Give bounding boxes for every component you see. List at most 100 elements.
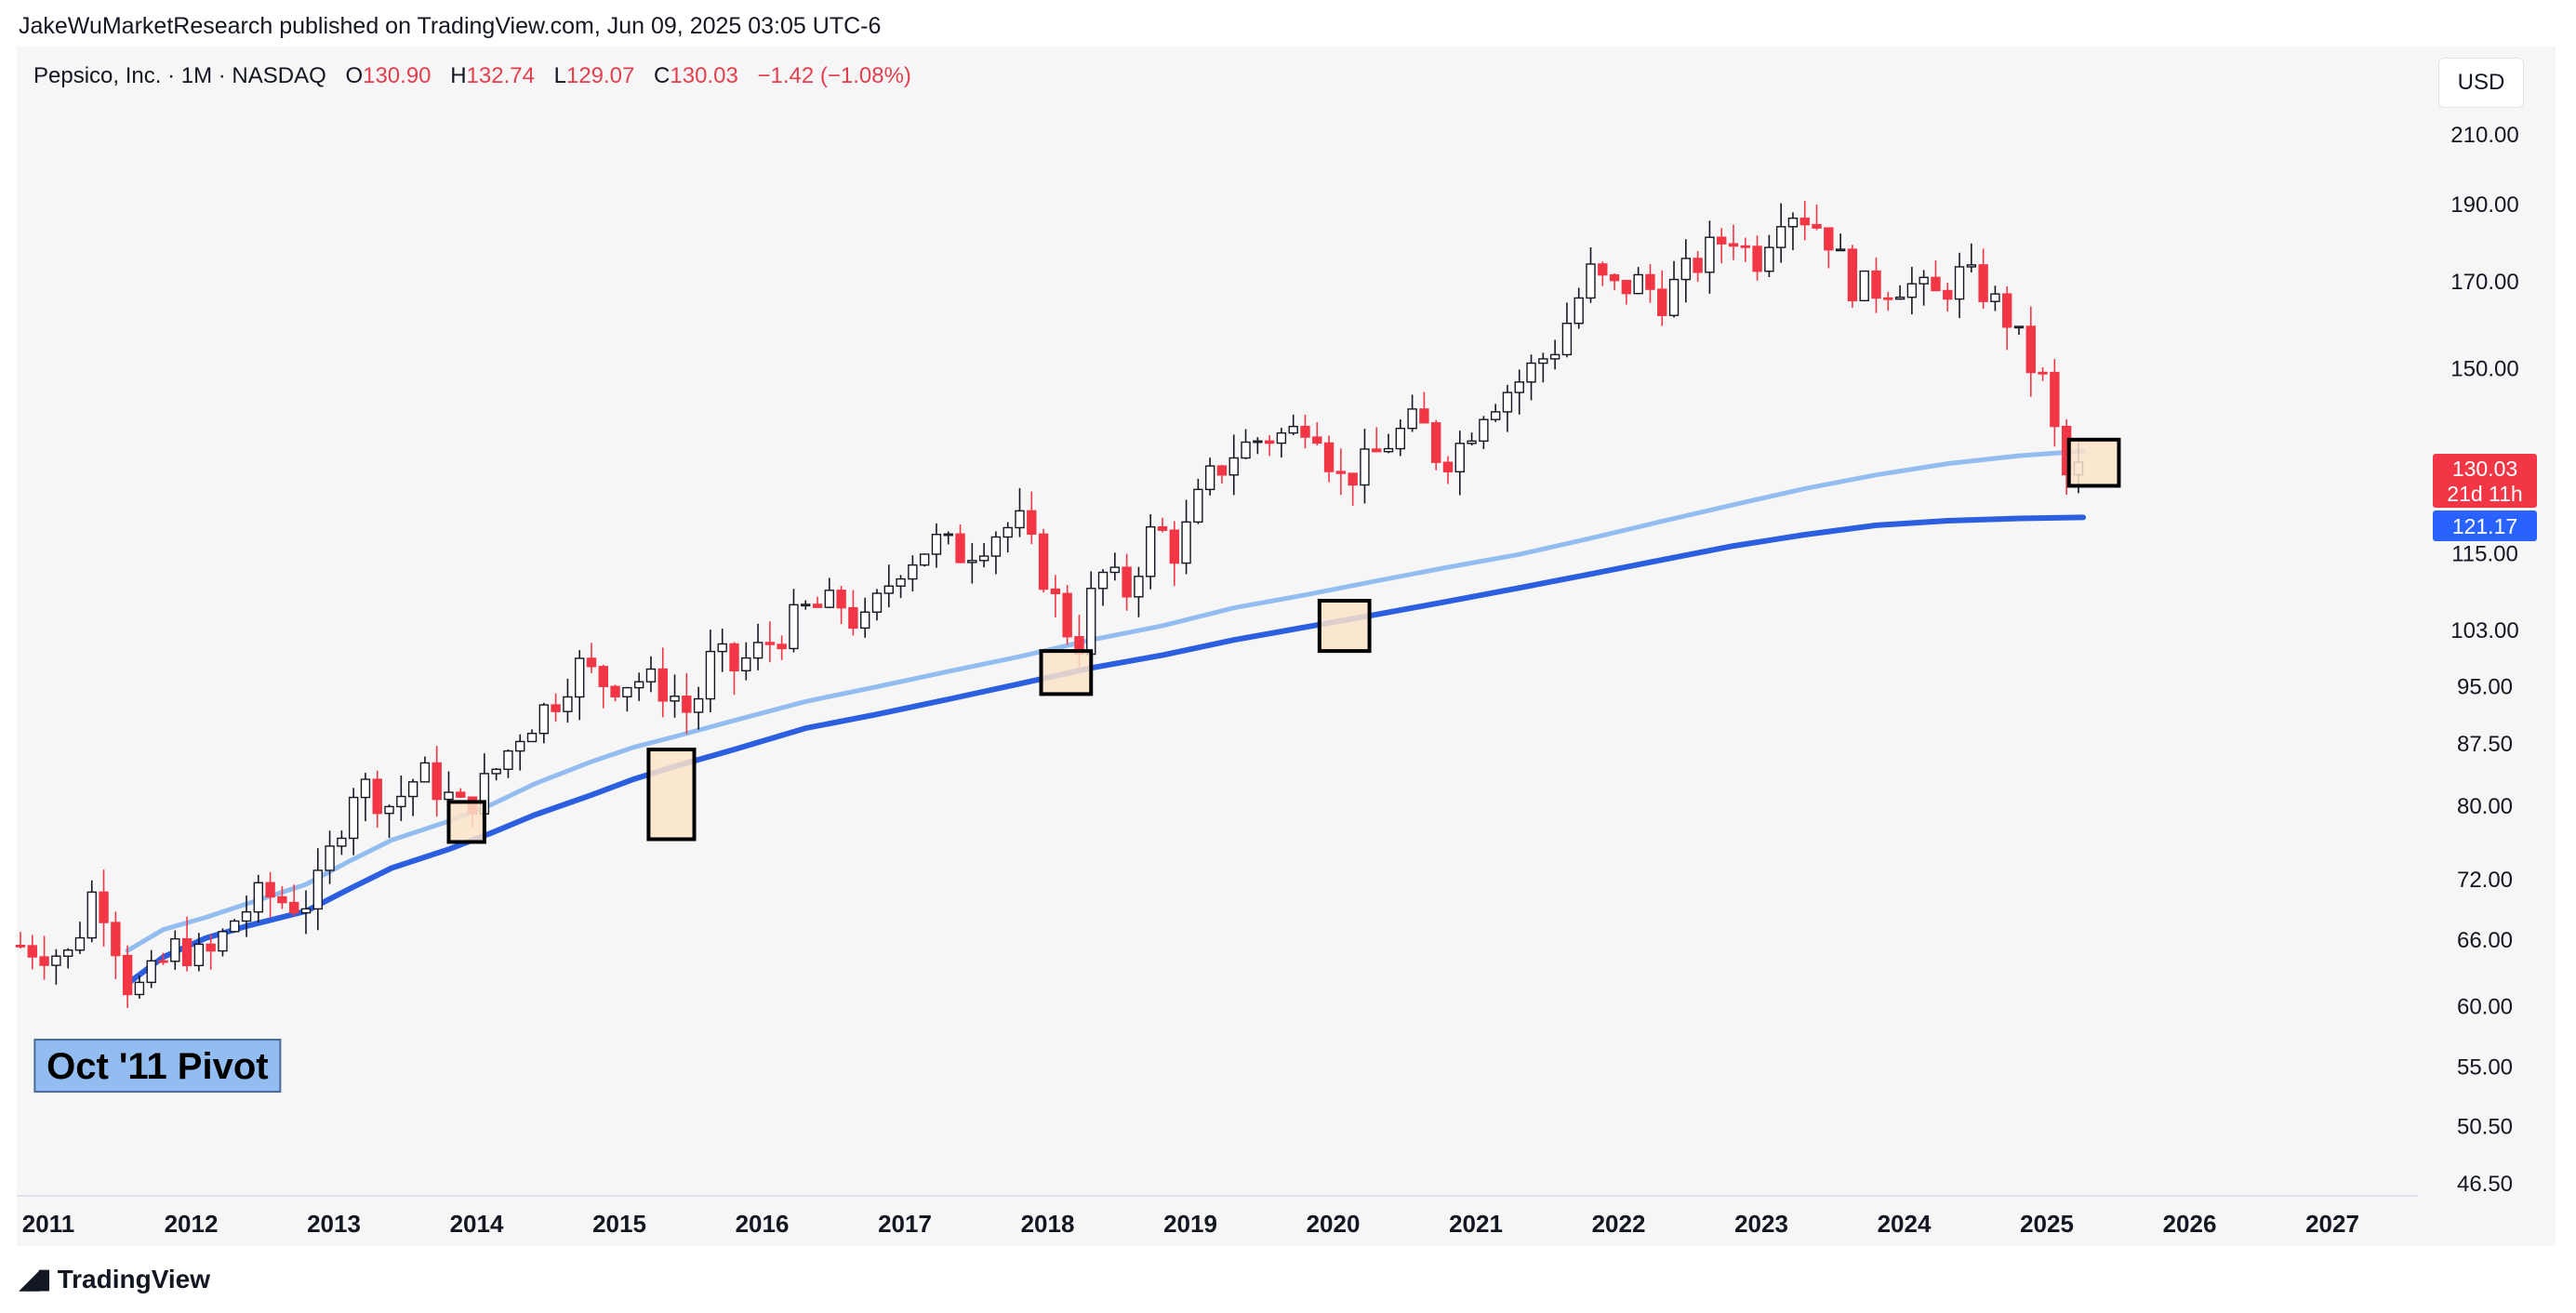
candle bbox=[538, 702, 550, 744]
candle bbox=[801, 600, 811, 610]
candle bbox=[99, 869, 109, 947]
candle bbox=[1787, 212, 1799, 251]
tradingview-brand: TradingView bbox=[57, 1264, 211, 1293]
candle bbox=[253, 874, 264, 923]
candle bbox=[896, 575, 906, 599]
candle bbox=[1431, 419, 1441, 471]
candle bbox=[337, 830, 347, 855]
candle bbox=[1573, 287, 1584, 329]
candle bbox=[1931, 260, 1941, 292]
candle bbox=[111, 911, 121, 980]
symbol-name[interactable]: Pepsico, Inc. · 1M · NASDAQ bbox=[33, 63, 326, 88]
candle bbox=[1395, 419, 1406, 457]
candle bbox=[860, 597, 870, 638]
candle bbox=[1990, 285, 2000, 312]
candle bbox=[2002, 286, 2012, 351]
candle bbox=[1657, 270, 1667, 326]
candle bbox=[1419, 391, 1429, 424]
candle bbox=[1883, 291, 1893, 312]
tradingview-logo[interactable]: ◢▮ TradingView bbox=[19, 1263, 210, 1295]
candle bbox=[1146, 513, 1156, 590]
candle bbox=[265, 871, 275, 918]
time-tick-label: 2025 bbox=[2020, 1210, 2074, 1238]
candle bbox=[1680, 239, 1692, 303]
candle bbox=[1561, 302, 1573, 358]
candle bbox=[1835, 233, 1846, 252]
chart-pane[interactable] bbox=[17, 46, 2556, 1246]
candle bbox=[218, 928, 228, 957]
candle bbox=[146, 949, 156, 988]
candle bbox=[503, 749, 513, 778]
price-axis[interactable]: 210.00190.00170.00150.00130.00115.00103.… bbox=[2450, 123, 2518, 1197]
candle bbox=[1383, 433, 1394, 454]
candle bbox=[1954, 252, 1965, 319]
price-tick-label: 50.50 bbox=[2457, 1114, 2513, 1139]
highlight-box bbox=[1039, 649, 1094, 696]
candle bbox=[1360, 429, 1370, 504]
time-tick-label: 2012 bbox=[165, 1210, 219, 1238]
candle bbox=[1775, 203, 1786, 263]
time-tick-label: 2026 bbox=[2163, 1210, 2217, 1238]
candle bbox=[300, 890, 312, 935]
candle bbox=[670, 674, 680, 718]
highlight-box bbox=[646, 748, 697, 842]
candle bbox=[86, 880, 97, 943]
candle bbox=[1943, 283, 1953, 312]
candle bbox=[1193, 478, 1203, 524]
candle bbox=[1966, 243, 1977, 272]
candle bbox=[622, 686, 632, 712]
bar-countdown: 21d 11h bbox=[2447, 482, 2522, 506]
candle bbox=[51, 948, 61, 985]
candle bbox=[1693, 251, 1703, 282]
time-tick-label: 2020 bbox=[1307, 1210, 1361, 1238]
candle bbox=[396, 776, 406, 821]
candle bbox=[1312, 422, 1322, 446]
candle bbox=[1241, 429, 1251, 459]
close-label: C bbox=[654, 63, 671, 88]
highlight-box bbox=[446, 800, 486, 844]
candle bbox=[1871, 257, 1881, 313]
candle bbox=[277, 886, 287, 909]
candle bbox=[1728, 224, 1739, 260]
candle bbox=[384, 804, 394, 839]
price-tick-label: 66.00 bbox=[2457, 928, 2513, 953]
price-tick-label: 103.00 bbox=[2450, 618, 2518, 643]
time-tick-label: 2022 bbox=[1592, 1210, 1646, 1238]
ma-dark-line bbox=[125, 514, 2087, 987]
candle bbox=[1764, 234, 1774, 277]
low-label: L bbox=[553, 63, 566, 88]
candle bbox=[1038, 528, 1049, 593]
time-axis[interactable]: 2011 2012 2013 2014 2015 2016 2017 2018 2019 2020… bbox=[17, 1195, 2418, 1238]
price-tick-label: 87.50 bbox=[2457, 732, 2513, 757]
time-tick-label: 2011 bbox=[22, 1210, 74, 1238]
highlight-box bbox=[1317, 598, 1372, 654]
candle bbox=[919, 553, 930, 567]
candle bbox=[789, 589, 799, 653]
candles bbox=[15, 200, 2084, 1009]
candle bbox=[1752, 235, 1762, 281]
currency-selector[interactable]: USD bbox=[2438, 58, 2524, 108]
open-label: O bbox=[345, 63, 364, 88]
price-tick-label: 170.00 bbox=[2450, 270, 2518, 295]
candle bbox=[705, 630, 716, 712]
candle bbox=[1276, 428, 1287, 458]
time-tick-label: 2016 bbox=[736, 1210, 790, 1238]
candle bbox=[1598, 261, 1608, 286]
candle bbox=[15, 932, 26, 949]
candle bbox=[657, 647, 668, 718]
candle bbox=[515, 734, 525, 771]
candle bbox=[122, 945, 133, 1009]
candle bbox=[836, 586, 846, 625]
symbol-legend[interactable]: Pepsico, Inc. · 1M · NASDAQ O130.90 H132… bbox=[33, 63, 911, 89]
time-tick-label: 2017 bbox=[878, 1210, 932, 1238]
candle bbox=[883, 564, 894, 608]
highlight-box bbox=[2066, 437, 2121, 488]
moving-averages bbox=[125, 448, 2087, 987]
candle bbox=[444, 771, 454, 805]
candle bbox=[990, 531, 1002, 575]
price-tick-label: 80.00 bbox=[2457, 794, 2513, 819]
candle bbox=[741, 642, 751, 681]
candle bbox=[1323, 435, 1334, 483]
candle bbox=[1062, 585, 1072, 645]
